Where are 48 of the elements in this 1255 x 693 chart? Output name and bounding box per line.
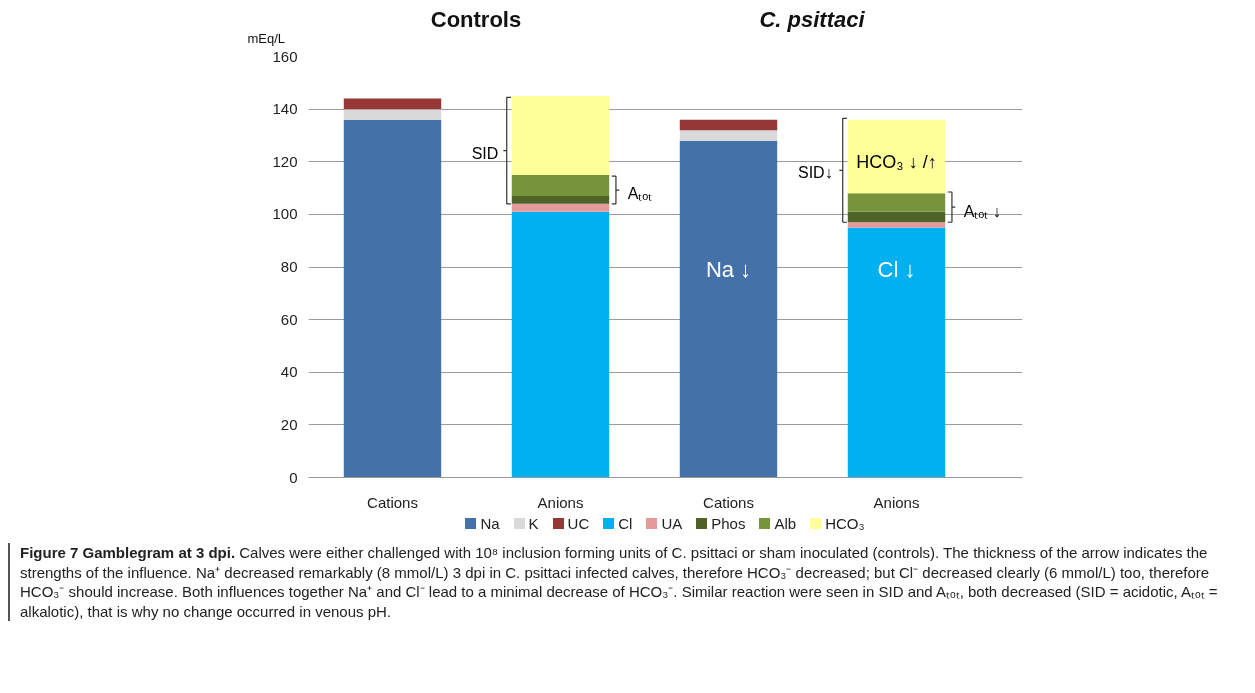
x-tick-label: Anions bbox=[537, 493, 584, 511]
bar bbox=[847, 193, 946, 212]
y-tick-label: 100 bbox=[272, 205, 298, 223]
y-tick-label: 40 bbox=[280, 363, 298, 381]
legend-label: Cl bbox=[617, 514, 633, 534]
bar bbox=[343, 109, 442, 120]
y-tick-label: 60 bbox=[280, 310, 298, 328]
y-tick-label: 160 bbox=[272, 47, 298, 65]
annotation: Aₜₒₜ bbox=[627, 184, 653, 202]
legend-label: UA bbox=[660, 514, 683, 534]
legend-label: UC bbox=[566, 514, 590, 534]
text: Controls bbox=[429, 6, 523, 34]
bar bbox=[343, 98, 442, 110]
y-tick-label: 120 bbox=[272, 152, 298, 170]
bar bbox=[847, 227, 946, 478]
legend-label: Phos bbox=[710, 514, 746, 534]
x-tick-label: Cations bbox=[367, 493, 418, 511]
annotation: Aₜₒₜ ↓ bbox=[963, 203, 1001, 221]
y-tick-label: 20 bbox=[280, 415, 298, 433]
bar bbox=[511, 203, 610, 212]
y-tick-label: 80 bbox=[280, 258, 298, 275]
y-axis-title: mEq/L bbox=[247, 30, 285, 48]
caption: Figure 7 Gamblegram at 3 dpi. Calves were either challenged with 10⁸ inclusion forming units of C. psittaci or sham inoculated (controls). The thickness of the arrow indicates the strengths of the influence. Na⁺ decreased remarkably (8 mmol/L) 3 dpi in C. psittaci infected calves, therefore HCO₃⁻ decreased; but Cl⁻ decreased clearly (6 mmol/L) too, therefore HCO₃⁻ should increase. Both influences together Na⁺ and Cl⁻ lead to a minimal decrease of HCO₃⁻. Similar reaction were seen in SID and Aₜₒₜ, both decreased (SID = acidotic, Aₜₒₜ = alkalotic), that is why no change occurred in venous pH. bbox=[8, 543, 1223, 621]
x-tick-label: Anions bbox=[873, 493, 920, 511]
legend-label: Alb bbox=[773, 514, 797, 534]
bar bbox=[679, 140, 778, 478]
x-tick-label: Cations bbox=[703, 493, 754, 511]
annotation: SID↓ bbox=[797, 163, 833, 181]
bar bbox=[847, 211, 946, 223]
bar bbox=[511, 95, 610, 175]
bar bbox=[679, 119, 778, 131]
bar bbox=[343, 119, 442, 478]
annotation: Na ↓ bbox=[705, 257, 752, 283]
legend-label: K bbox=[527, 514, 539, 534]
bar bbox=[511, 195, 610, 204]
y-tick-label: 140 bbox=[272, 100, 298, 118]
bar bbox=[511, 174, 610, 196]
text: C. psittaci bbox=[758, 6, 866, 34]
legend-label: Na bbox=[479, 514, 500, 534]
annotation: HCO₃ ↓ /↑ bbox=[856, 151, 937, 172]
legend-label: HCO₃ bbox=[824, 514, 865, 534]
bar bbox=[511, 211, 610, 478]
y-tick-label: 0 bbox=[289, 468, 298, 486]
annotation: SID bbox=[471, 145, 499, 163]
bar bbox=[679, 130, 778, 141]
annotation: Cl ↓ bbox=[877, 257, 916, 283]
bar bbox=[847, 119, 946, 194]
bar bbox=[847, 222, 946, 228]
